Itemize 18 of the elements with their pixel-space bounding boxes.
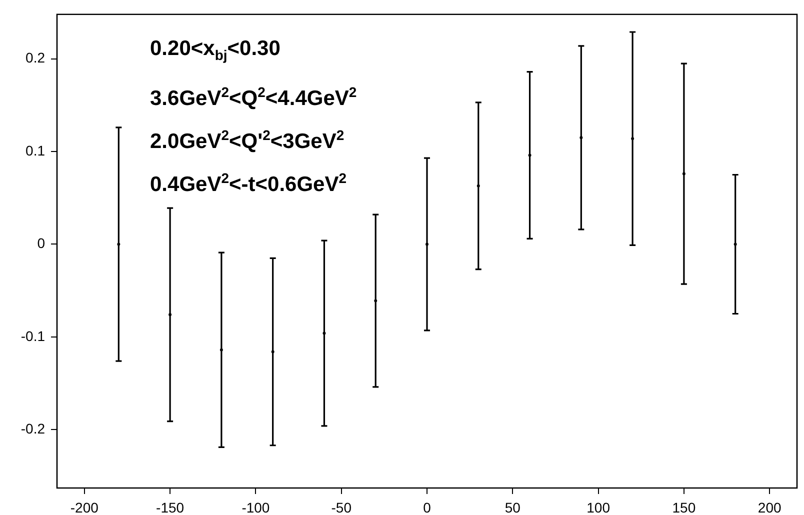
y-tick-label: 0	[37, 235, 46, 252]
x-tick-label: -50	[331, 499, 352, 515]
y-tick-label: -0.2	[20, 420, 46, 436]
x-tick-label: 200	[758, 499, 782, 515]
annotation: 0.4GeV$^{2}$<-t<0.6GeV$^{2}$	[150, 169, 348, 198]
annotation: 3.6GeV$^{2}$<Q$^{2}$<4.4GeV$^{2}$	[150, 83, 357, 112]
y-tick-label: 0.2	[26, 50, 46, 66]
x-tick-label: 100	[586, 499, 610, 515]
x-tick-label: 50	[504, 499, 521, 515]
x-tick-label: -100	[242, 499, 270, 515]
annotation: 2.0GeV$^{2}$<Q'$^{2}$<3GeV$^{2}$	[150, 126, 346, 156]
x-tick-label: 0	[423, 499, 432, 515]
x-tick-label: -200	[70, 499, 99, 515]
x-tick-label: -150	[156, 499, 184, 515]
annotation: 0.20<x$_{bj}$<0.30	[150, 36, 282, 66]
y-tick-label: 0.1	[26, 142, 46, 158]
y-tick-label: -0.1	[20, 328, 46, 344]
x-tick-label: 150	[672, 499, 696, 515]
